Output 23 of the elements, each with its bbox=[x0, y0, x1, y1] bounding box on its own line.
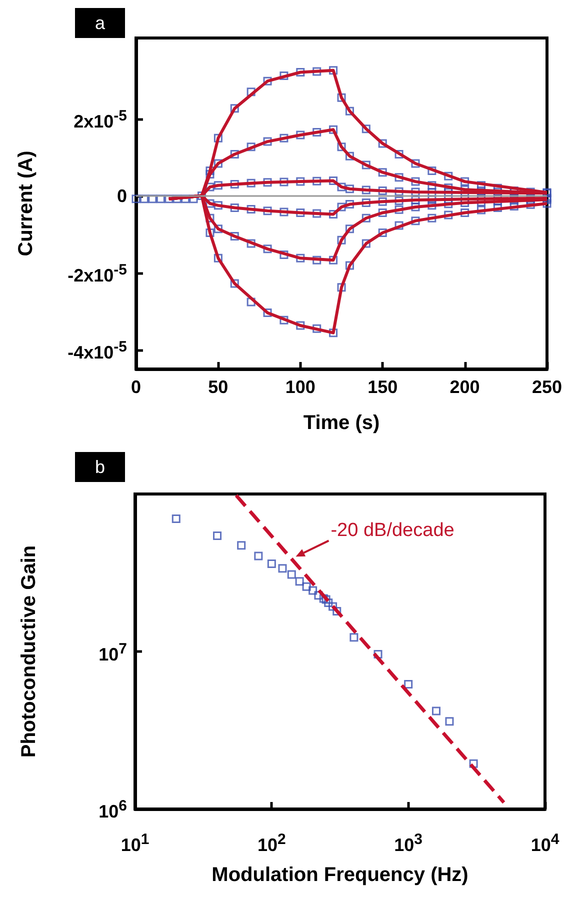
x-axis-title: Time (s) bbox=[303, 412, 380, 434]
x-tick-label: 10$^{1}$ bbox=[120, 830, 150, 855]
chart-title: a bbox=[95, 13, 106, 33]
y-tick-label: 2x10$^{-5}$ bbox=[74, 106, 127, 132]
y-tick-label: 0 bbox=[116, 186, 127, 206]
x-tick-label: 10$^{2}$ bbox=[257, 830, 286, 855]
chart-title: b bbox=[95, 457, 106, 477]
x-tick-label: 10$^{4}$ bbox=[530, 830, 560, 855]
annotation: -20 dB/decade bbox=[330, 520, 454, 542]
x-tick-label: 200 bbox=[450, 377, 480, 397]
y-tick-label: -2x10$^{-5}$ bbox=[68, 260, 127, 286]
x-tick-label: 10$^{3}$ bbox=[394, 830, 423, 855]
x-tick-label: 250 bbox=[532, 377, 562, 397]
y-axis-title: Current (A) bbox=[15, 150, 37, 256]
y-axis-title: Photoconductive Gain bbox=[18, 545, 40, 758]
x-axis-title: Modulation Frequency (Hz) bbox=[212, 864, 468, 886]
x-tick-label: 100 bbox=[285, 377, 316, 397]
y-tick-label: -4x10$^{-5}$ bbox=[68, 337, 127, 362]
x-tick-label: 0 bbox=[130, 377, 142, 397]
y-tick-label: 10$^{7}$ bbox=[98, 639, 127, 664]
y-tick-label: 10$^{6}$ bbox=[98, 796, 127, 822]
x-tick-label: 50 bbox=[208, 377, 228, 397]
x-tick-label: 150 bbox=[368, 377, 398, 397]
